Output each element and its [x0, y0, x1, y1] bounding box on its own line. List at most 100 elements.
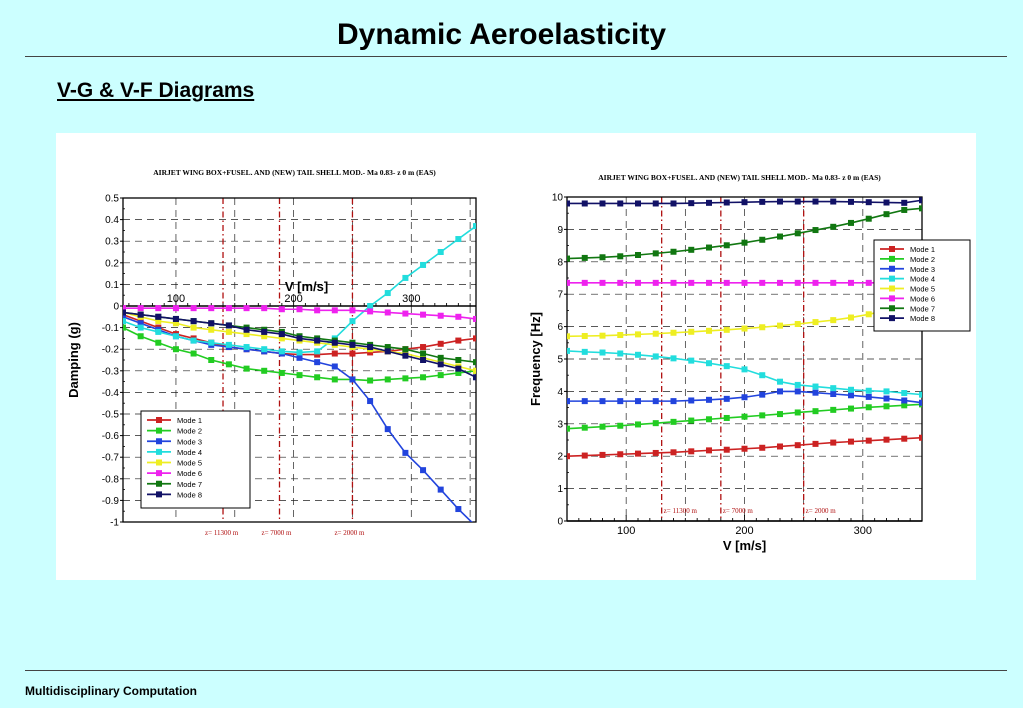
- data-point: [384, 376, 391, 383]
- data-point: [599, 398, 606, 405]
- data-point: [384, 344, 391, 351]
- data-point: [261, 305, 268, 312]
- series-2: [123, 324, 476, 384]
- data-point: [437, 486, 444, 493]
- legend-swatch-marker: [889, 255, 895, 262]
- data-point: [652, 200, 659, 207]
- legend-swatch-marker: [889, 265, 895, 272]
- legend-swatch-marker: [156, 470, 162, 477]
- legend-swatch-marker: [156, 459, 162, 466]
- data-point: [567, 425, 570, 432]
- data-point: [367, 377, 374, 384]
- data-point: [812, 389, 819, 396]
- data-point: [172, 305, 179, 312]
- data-point: [402, 310, 409, 317]
- data-point: [420, 467, 427, 474]
- series-4: [567, 347, 922, 398]
- data-point: [367, 344, 374, 351]
- data-point: [296, 335, 303, 342]
- legend-entry-label: Mode 4: [910, 275, 935, 284]
- y-tick-label: 3: [557, 419, 563, 430]
- data-point: [437, 249, 444, 255]
- data-point: [261, 346, 268, 353]
- data-point: [635, 251, 641, 258]
- data-point: [581, 452, 588, 459]
- y-tick-label: 0.2: [105, 258, 119, 269]
- x-axis-label: V [m/s]: [285, 279, 328, 294]
- data-point: [473, 367, 476, 374]
- data-point: [706, 360, 712, 367]
- data-point: [581, 398, 588, 405]
- data-point: [830, 439, 837, 446]
- data-point: [706, 327, 712, 334]
- legend-swatch-marker: [889, 285, 895, 292]
- data-point: [617, 332, 624, 339]
- y-tick-label: 6: [557, 322, 563, 333]
- data-point: [581, 200, 588, 207]
- data-point: [688, 417, 695, 424]
- data-point: [723, 279, 730, 286]
- data-point: [225, 305, 232, 312]
- data-point: [830, 198, 837, 205]
- data-point: [455, 337, 462, 344]
- series-1: [567, 434, 922, 460]
- data-point: [349, 318, 356, 325]
- data-point: [670, 248, 677, 255]
- data-point: [848, 279, 854, 286]
- data-point: [794, 388, 801, 395]
- data-point: [901, 206, 908, 213]
- data-point: [473, 359, 476, 366]
- data-point: [155, 318, 162, 325]
- y-tick-label: -0.9: [102, 496, 120, 507]
- data-point: [437, 361, 444, 368]
- data-point: [402, 274, 409, 281]
- data-point: [919, 205, 922, 212]
- legend-entry-label: Mode 3: [177, 437, 202, 446]
- series-8: [123, 309, 476, 381]
- data-point: [225, 322, 232, 329]
- data-point: [208, 339, 215, 346]
- data-point: [123, 305, 126, 312]
- data-point: [473, 315, 476, 322]
- x-axis-label: V [m/s]: [723, 538, 766, 553]
- y-tick-label: 0: [557, 517, 563, 528]
- data-point: [919, 197, 922, 204]
- data-point: [830, 390, 837, 397]
- data-point: [155, 328, 162, 335]
- y-tick-label: -0.3: [102, 366, 120, 377]
- data-point: [123, 318, 126, 325]
- data-point: [331, 376, 338, 383]
- data-point: [812, 440, 819, 447]
- x-tick-label: 100: [617, 525, 635, 537]
- data-point: [473, 223, 476, 230]
- altitude-label: z= 2000 m: [334, 529, 365, 537]
- data-point: [567, 333, 570, 340]
- legend-swatch-marker: [156, 438, 162, 445]
- data-point: [278, 348, 285, 355]
- data-point: [208, 320, 215, 327]
- data-point: [314, 351, 321, 358]
- data-point: [599, 200, 606, 207]
- data-point: [190, 318, 197, 325]
- data-point: [137, 311, 144, 318]
- altitude-label: z= 2000 m: [806, 507, 837, 515]
- data-point: [865, 404, 872, 411]
- data-point: [848, 198, 854, 205]
- data-point: [599, 423, 606, 430]
- data-point: [652, 279, 659, 286]
- data-point: [172, 333, 179, 340]
- data-point: [349, 350, 356, 357]
- y-tick-label: 0: [113, 302, 119, 313]
- y-tick-label: -0.7: [102, 453, 120, 464]
- data-point: [901, 435, 908, 442]
- data-point: [759, 391, 766, 398]
- data-point: [599, 451, 606, 458]
- data-point: [420, 344, 427, 351]
- data-point: [567, 279, 570, 286]
- data-point: [741, 366, 748, 373]
- data-point: [437, 354, 444, 361]
- legend-entry-label: Mode 7: [177, 480, 202, 489]
- data-point: [190, 305, 197, 312]
- slide-subtitle: V-G & V-F Diagrams: [57, 79, 255, 102]
